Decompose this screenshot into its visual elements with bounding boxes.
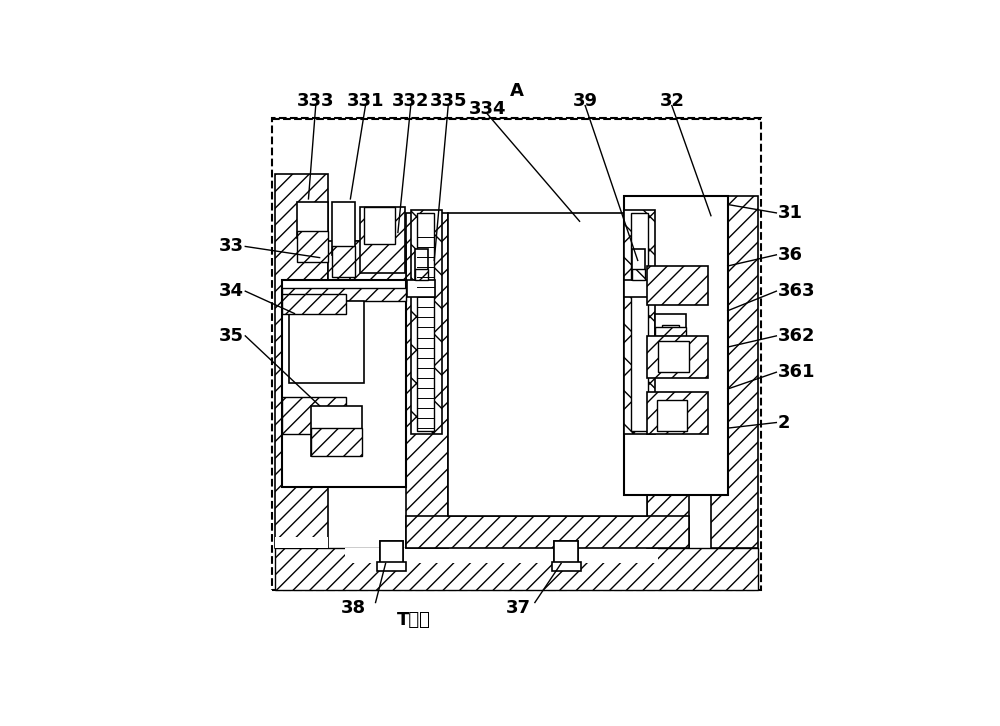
Text: 362: 362 bbox=[778, 327, 816, 345]
Text: 35: 35 bbox=[219, 327, 244, 345]
Bar bbox=[297, 231, 328, 261]
Text: 39: 39 bbox=[573, 92, 598, 110]
Text: 32: 32 bbox=[659, 92, 684, 110]
Text: T型块: T型块 bbox=[397, 611, 430, 629]
Bar bbox=[448, 213, 647, 516]
Bar bbox=[415, 269, 428, 280]
Bar bbox=[297, 202, 328, 238]
Text: 36: 36 bbox=[778, 246, 803, 264]
Text: 331: 331 bbox=[347, 92, 384, 110]
Text: A: A bbox=[510, 82, 524, 100]
Bar bbox=[711, 196, 758, 548]
Bar bbox=[406, 516, 689, 548]
Bar bbox=[380, 541, 403, 563]
Bar bbox=[624, 210, 655, 433]
Bar bbox=[406, 213, 448, 548]
Bar bbox=[377, 562, 406, 571]
Bar bbox=[289, 301, 364, 383]
Bar bbox=[658, 341, 689, 372]
Bar bbox=[364, 207, 395, 244]
Bar bbox=[647, 336, 708, 378]
Bar bbox=[282, 280, 406, 487]
Bar bbox=[632, 249, 645, 280]
Bar bbox=[624, 280, 652, 297]
Bar bbox=[282, 294, 346, 314]
Bar bbox=[350, 241, 406, 294]
Text: 33: 33 bbox=[219, 237, 244, 256]
Bar bbox=[275, 537, 328, 548]
Text: 335: 335 bbox=[429, 92, 467, 110]
Text: 361: 361 bbox=[778, 363, 816, 381]
Bar bbox=[415, 249, 428, 280]
Bar bbox=[655, 327, 686, 336]
Text: 34: 34 bbox=[219, 282, 244, 300]
Bar bbox=[417, 213, 434, 431]
Bar bbox=[272, 118, 761, 590]
Bar bbox=[311, 428, 362, 456]
Bar bbox=[632, 269, 645, 280]
Text: 332: 332 bbox=[392, 92, 430, 110]
Text: 2: 2 bbox=[778, 414, 791, 431]
Bar bbox=[332, 202, 355, 255]
Bar bbox=[407, 280, 435, 297]
Bar bbox=[345, 548, 658, 563]
Bar bbox=[332, 246, 355, 277]
Bar bbox=[311, 406, 362, 456]
Bar bbox=[631, 213, 648, 431]
Bar bbox=[360, 207, 405, 273]
Text: 333: 333 bbox=[297, 92, 334, 110]
Bar bbox=[411, 210, 442, 433]
Bar bbox=[647, 392, 708, 433]
Bar bbox=[554, 541, 578, 563]
Text: 363: 363 bbox=[778, 282, 816, 300]
Bar bbox=[647, 213, 689, 548]
Text: 334: 334 bbox=[469, 100, 506, 118]
Bar bbox=[282, 288, 406, 301]
Text: 37: 37 bbox=[506, 599, 531, 617]
Text: 38: 38 bbox=[341, 599, 366, 617]
Bar bbox=[275, 548, 758, 590]
Text: 31: 31 bbox=[778, 204, 803, 222]
Bar bbox=[647, 266, 708, 305]
Bar bbox=[275, 174, 328, 548]
Bar bbox=[662, 325, 679, 344]
Bar bbox=[657, 400, 687, 431]
Bar bbox=[328, 241, 403, 288]
Bar bbox=[624, 196, 728, 495]
Bar bbox=[552, 562, 581, 571]
Bar bbox=[380, 541, 403, 563]
Bar bbox=[282, 397, 346, 433]
Bar bbox=[554, 541, 578, 563]
Bar bbox=[655, 314, 686, 336]
